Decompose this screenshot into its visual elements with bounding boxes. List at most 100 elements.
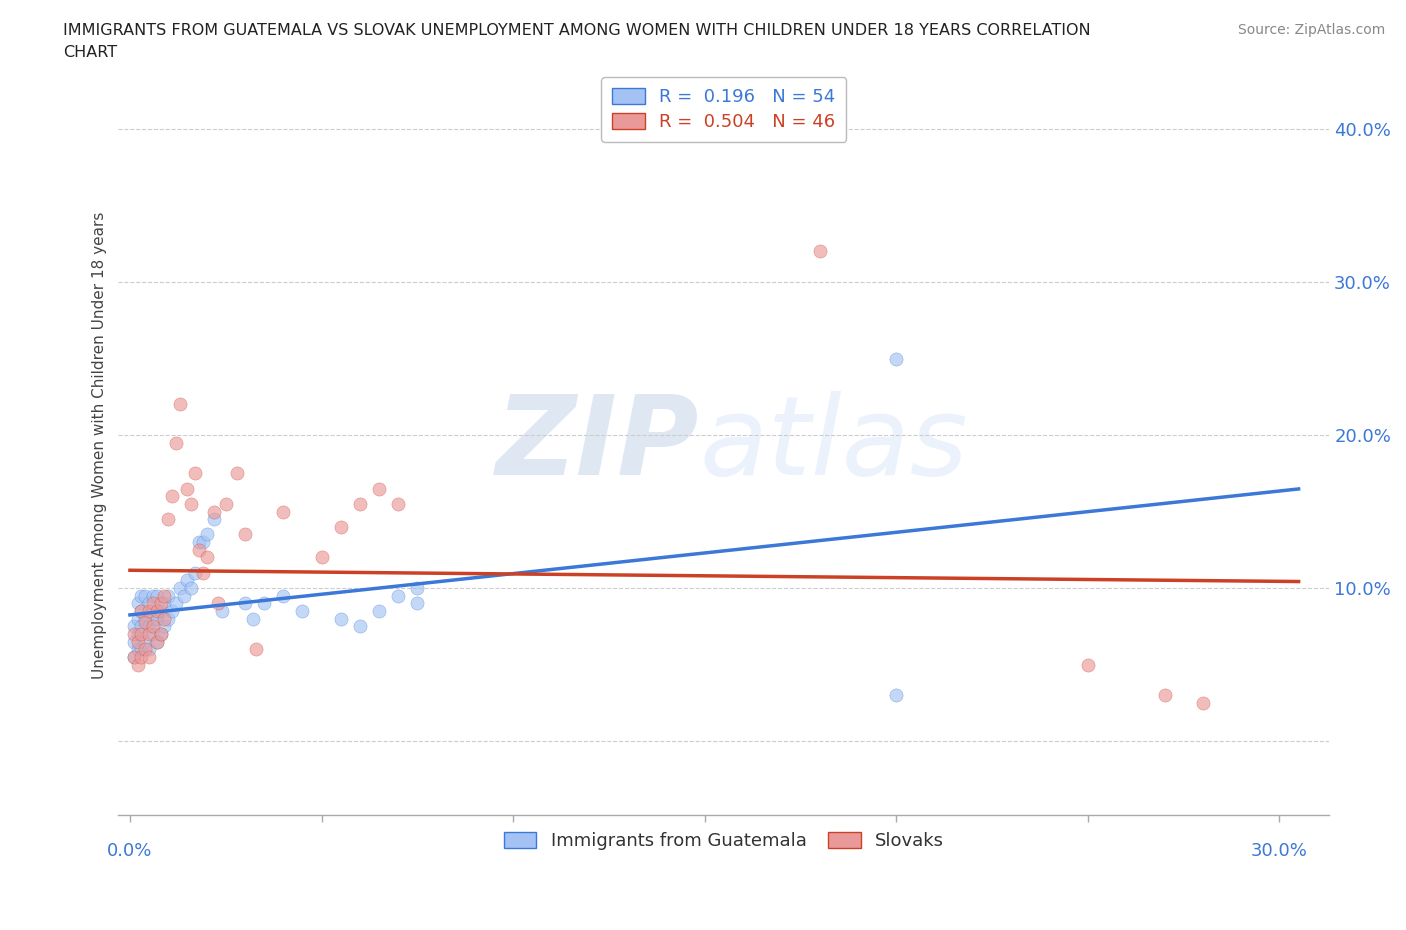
- Point: [153, 596, 176, 611]
- Point: [142, 627, 165, 642]
- Point: [311, 550, 333, 565]
- Point: [131, 627, 153, 642]
- Point: [134, 642, 156, 657]
- Point: [1191, 696, 1213, 711]
- Point: [127, 596, 149, 611]
- Point: [195, 527, 218, 542]
- Point: [131, 604, 153, 618]
- Point: [387, 589, 409, 604]
- Point: [406, 580, 429, 595]
- Point: [134, 611, 156, 626]
- Point: [127, 611, 149, 626]
- Point: [138, 596, 160, 611]
- Point: [187, 535, 209, 550]
- Point: [808, 244, 831, 259]
- Point: [142, 589, 165, 604]
- Point: [145, 611, 167, 626]
- Point: [127, 642, 149, 657]
- Point: [1077, 658, 1099, 672]
- Point: [122, 649, 145, 664]
- Point: [145, 589, 167, 604]
- Point: [253, 596, 276, 611]
- Point: [149, 627, 172, 642]
- Point: [160, 489, 183, 504]
- Point: [122, 627, 145, 642]
- Point: [180, 497, 202, 512]
- Point: [127, 627, 149, 642]
- Point: [184, 466, 207, 481]
- Point: [368, 604, 391, 618]
- Point: [138, 642, 160, 657]
- Point: [145, 634, 167, 649]
- Point: [165, 596, 187, 611]
- Point: [134, 589, 156, 604]
- Point: [191, 535, 214, 550]
- Point: [884, 687, 907, 702]
- Point: [134, 615, 156, 630]
- Text: IMMIGRANTS FROM GUATEMALA VS SLOVAK UNEMPLOYMENT AMONG WOMEN WITH CHILDREN UNDER: IMMIGRANTS FROM GUATEMALA VS SLOVAK UNEM…: [63, 23, 1091, 38]
- Point: [142, 618, 165, 633]
- Point: [211, 604, 233, 618]
- Point: [368, 481, 391, 496]
- Point: [131, 642, 153, 657]
- Point: [184, 565, 207, 580]
- Point: [233, 596, 256, 611]
- Point: [406, 596, 429, 611]
- Text: CHART: CHART: [63, 45, 117, 60]
- Point: [191, 565, 214, 580]
- Point: [349, 618, 371, 633]
- Point: [176, 481, 198, 496]
- Point: [202, 512, 225, 526]
- Point: [884, 352, 907, 366]
- Point: [245, 642, 267, 657]
- Point: [145, 634, 167, 649]
- Point: [153, 611, 176, 626]
- Point: [134, 634, 156, 649]
- Point: [271, 504, 294, 519]
- Point: [127, 658, 149, 672]
- Point: [226, 466, 249, 481]
- Point: [157, 512, 180, 526]
- Point: [142, 596, 165, 611]
- Y-axis label: Unemployment Among Women with Children Under 18 years: Unemployment Among Women with Children U…: [93, 211, 107, 679]
- Point: [131, 618, 153, 633]
- Point: [142, 611, 165, 626]
- Legend: Immigrants from Guatemala, Slovaks: Immigrants from Guatemala, Slovaks: [494, 821, 955, 861]
- Point: [138, 627, 160, 642]
- Point: [291, 604, 314, 618]
- Point: [122, 649, 145, 664]
- Point: [1153, 687, 1175, 702]
- Point: [160, 604, 183, 618]
- Point: [207, 596, 229, 611]
- Point: [149, 627, 172, 642]
- Point: [131, 589, 153, 604]
- Text: Source: ZipAtlas.com: Source: ZipAtlas.com: [1237, 23, 1385, 37]
- Text: 30.0%: 30.0%: [1251, 842, 1308, 860]
- Point: [329, 611, 352, 626]
- Point: [180, 580, 202, 595]
- Point: [157, 611, 180, 626]
- Point: [138, 618, 160, 633]
- Point: [153, 618, 176, 633]
- Point: [387, 497, 409, 512]
- Point: [242, 611, 264, 626]
- Point: [271, 589, 294, 604]
- Point: [169, 397, 191, 412]
- Point: [122, 618, 145, 633]
- Point: [149, 596, 172, 611]
- Point: [169, 580, 191, 595]
- Point: [329, 519, 352, 534]
- Point: [138, 604, 160, 618]
- Point: [165, 435, 187, 450]
- Text: ZIP: ZIP: [496, 392, 700, 498]
- Point: [157, 589, 180, 604]
- Point: [122, 634, 145, 649]
- Point: [233, 527, 256, 542]
- Point: [138, 649, 160, 664]
- Point: [145, 604, 167, 618]
- Point: [127, 634, 149, 649]
- Point: [176, 573, 198, 588]
- Point: [215, 497, 238, 512]
- Point: [187, 542, 209, 557]
- Point: [149, 604, 172, 618]
